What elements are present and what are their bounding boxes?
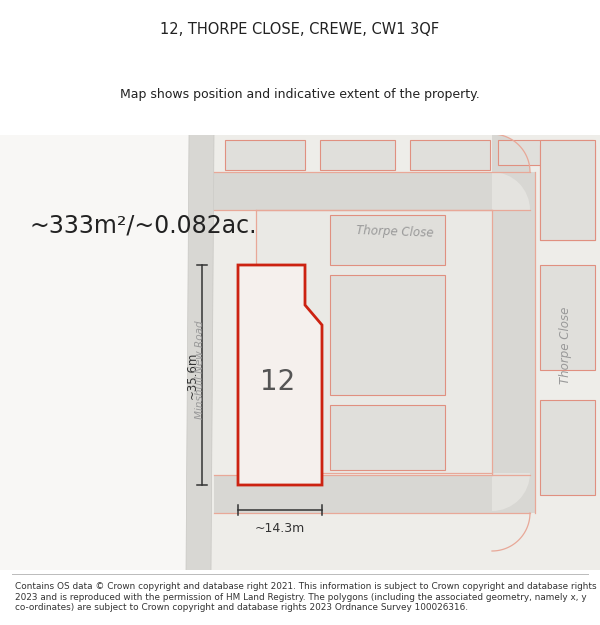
Text: 12, THORPE CLOSE, CREWE, CW1 3QF: 12, THORPE CLOSE, CREWE, CW1 3QF	[160, 22, 440, 38]
Text: ~333m²/~0.082ac.: ~333m²/~0.082ac.	[30, 213, 257, 237]
Bar	[540, 400, 595, 495]
Bar	[320, 140, 395, 170]
Bar	[410, 140, 490, 170]
Text: Contains OS data © Crown copyright and database right 2021. This information is : Contains OS data © Crown copyright and d…	[15, 582, 596, 612]
Wedge shape	[492, 172, 530, 210]
Bar	[256, 210, 492, 473]
Bar	[330, 405, 445, 470]
Text: Map shows position and indicative extent of the property.: Map shows position and indicative extent…	[120, 88, 480, 101]
Wedge shape	[492, 473, 530, 511]
Polygon shape	[186, 135, 214, 570]
Polygon shape	[238, 265, 322, 485]
Bar	[330, 275, 445, 395]
Text: Minshull New Road: Minshull New Road	[195, 321, 205, 419]
Text: ~35.6m: ~35.6m	[185, 351, 199, 399]
Bar	[214, 172, 244, 210]
Bar	[330, 215, 445, 265]
Wedge shape	[492, 475, 530, 513]
Bar	[214, 172, 492, 210]
Wedge shape	[492, 134, 530, 172]
Bar	[540, 140, 595, 240]
Text: ~14.3m: ~14.3m	[255, 521, 305, 534]
Bar	[256, 210, 492, 473]
Text: Thorpe Close: Thorpe Close	[559, 306, 571, 384]
Bar	[540, 265, 595, 370]
Bar	[0, 135, 190, 570]
Text: Thorpe Close: Thorpe Close	[356, 224, 434, 240]
Bar	[540, 145, 595, 240]
Bar	[214, 475, 244, 513]
Bar	[225, 140, 305, 170]
Bar	[498, 140, 593, 165]
Text: 12: 12	[260, 368, 296, 396]
Bar	[214, 475, 492, 513]
Bar	[492, 172, 535, 513]
